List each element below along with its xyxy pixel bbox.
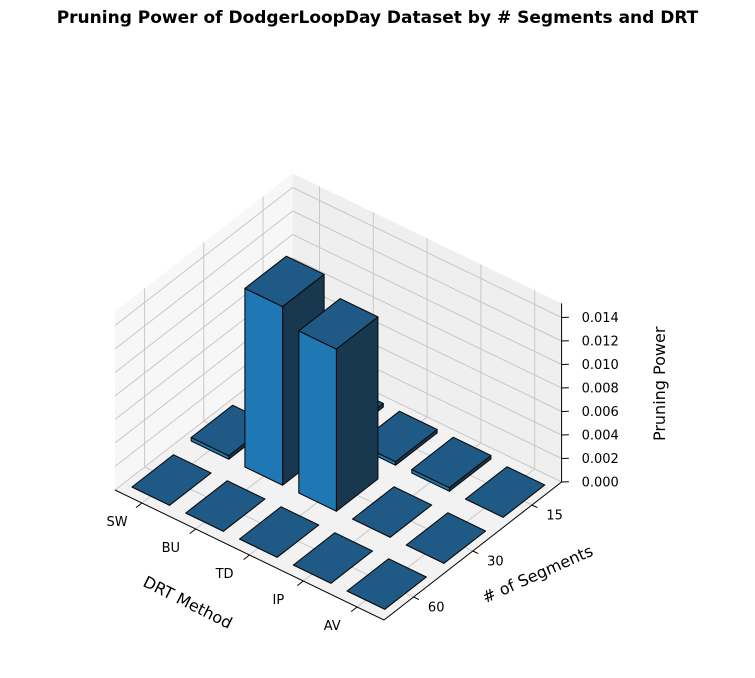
bar — [464, 466, 546, 518]
bar-top-face — [346, 558, 427, 610]
y-tick-label: 15 — [546, 508, 563, 523]
bar-top-face — [411, 436, 492, 489]
bar-top-face — [292, 532, 373, 584]
x-tick-label: BU — [162, 541, 180, 556]
x-tick — [189, 528, 197, 534]
bar-top-face — [298, 298, 379, 350]
grid-line — [114, 210, 293, 350]
y-tick-label: 30 — [487, 554, 504, 569]
z-tick-label: 0.002 — [582, 452, 619, 467]
bar — [131, 454, 212, 506]
z-tick-label: 0.008 — [582, 382, 619, 397]
bar — [239, 506, 320, 558]
x-tick — [350, 606, 358, 612]
bar-front-left-face — [298, 330, 337, 512]
bar-top-face — [352, 486, 433, 538]
y-tick — [413, 596, 420, 601]
bar-front-right-face — [335, 316, 379, 512]
y-tick — [472, 550, 479, 555]
z-tick-label: 0.012 — [582, 335, 619, 350]
y-axis-label: # of Segments — [479, 541, 596, 607]
grid-line — [292, 257, 562, 389]
grid-line — [114, 187, 293, 326]
y-tick-label: 60 — [428, 600, 445, 615]
z-tick-label: 0.010 — [582, 358, 619, 373]
grid-line — [292, 187, 562, 318]
x-tick-label: SW — [106, 515, 127, 530]
bar-top-face — [244, 255, 325, 308]
bar — [405, 512, 487, 564]
bar-top-face — [131, 454, 212, 506]
bar-top-face — [464, 466, 546, 518]
grid-line — [292, 234, 562, 365]
bar — [346, 558, 427, 610]
z-tick-label: 0.000 — [582, 476, 619, 491]
y-tick — [531, 504, 538, 509]
x-tick-label: AV — [324, 619, 341, 634]
z-tick-label: 0.004 — [582, 429, 619, 444]
grid-line — [114, 234, 293, 373]
z-tick-label: 0.014 — [582, 311, 619, 326]
z-tick-label: 0.006 — [582, 405, 619, 420]
x-tick — [135, 502, 143, 508]
bar — [298, 298, 379, 512]
bar — [352, 486, 433, 538]
bar — [185, 480, 266, 532]
x-tick-label: TD — [215, 567, 234, 582]
x-tick — [297, 580, 304, 586]
bar — [292, 532, 373, 584]
bar-top-face — [185, 480, 266, 532]
z-axis-label: Pruning Power — [650, 326, 669, 441]
bar-top-face — [239, 506, 320, 558]
grid-line — [292, 210, 562, 342]
x-tick — [243, 554, 250, 560]
chart-title: Pruning Power of DodgerLoopDay Dataset b… — [56, 8, 699, 28]
bar-front-left-face — [244, 287, 284, 486]
bar — [411, 436, 492, 492]
bar-top-face — [405, 512, 487, 564]
x-tick-label: IP — [273, 593, 285, 608]
